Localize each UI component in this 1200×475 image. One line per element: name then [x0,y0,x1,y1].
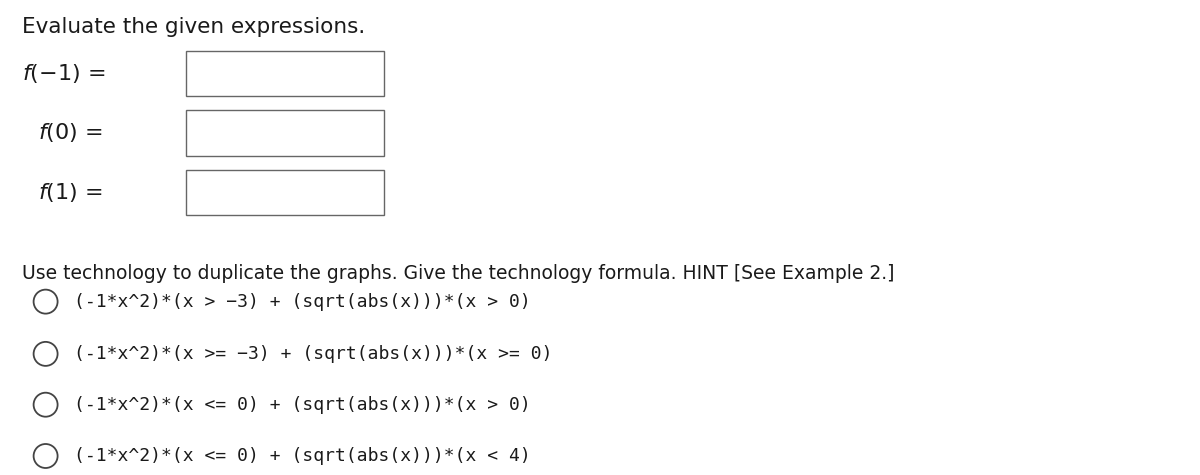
Text: $f$(1) =: $f$(1) = [38,181,103,204]
Text: $f$(−1) =: $f$(−1) = [22,62,104,85]
FancyBboxPatch shape [186,51,384,96]
FancyBboxPatch shape [186,111,384,156]
Text: (-1*x^2)*(x <= 0) + (sqrt(abs(x)))*(x > 0): (-1*x^2)*(x <= 0) + (sqrt(abs(x)))*(x > … [74,396,532,414]
Text: Evaluate the given expressions.: Evaluate the given expressions. [22,17,365,37]
FancyBboxPatch shape [186,170,384,215]
Text: (-1*x^2)*(x >= −3) + (sqrt(abs(x)))*(x >= 0): (-1*x^2)*(x >= −3) + (sqrt(abs(x)))*(x >… [74,345,553,363]
Text: $f$(0) =: $f$(0) = [38,122,103,144]
Text: (-1*x^2)*(x > −3) + (sqrt(abs(x)))*(x > 0): (-1*x^2)*(x > −3) + (sqrt(abs(x)))*(x > … [74,293,532,311]
Text: Use technology to duplicate the graphs. Give the technology formula. HINT [See E: Use technology to duplicate the graphs. … [22,264,894,283]
Text: (-1*x^2)*(x <= 0) + (sqrt(abs(x)))*(x < 4): (-1*x^2)*(x <= 0) + (sqrt(abs(x)))*(x < … [74,447,532,465]
